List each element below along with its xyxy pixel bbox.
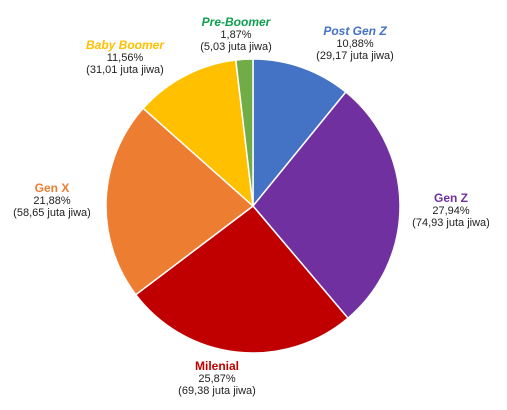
- slice-percent-post-gen-z: 10,88%: [336, 38, 374, 50]
- label-post-gen-z: Post Gen Z 10,88% (29,17 juta jiwa): [300, 24, 410, 62]
- slice-absolute-post-gen-z: (29,17 juta jiwa): [316, 50, 394, 62]
- slice-name-post-gen-z: Post Gen Z: [323, 24, 387, 38]
- slice-absolute-gen-z: (74,93 juta jiwa): [412, 217, 490, 229]
- label-milenial: Milenial 25,87% (69,38 juta jiwa): [162, 359, 272, 397]
- slice-name-gen-z: Gen Z: [433, 191, 468, 205]
- slice-percent-milenial: 25,87%: [198, 373, 236, 385]
- label-gen-x: Gen X 21,88% (58,65 juta jiwa): [2, 181, 102, 219]
- pie-slice-gen-x: [105, 107, 255, 296]
- slice-absolute-gen-x: (58,65 juta jiwa): [13, 207, 91, 219]
- slice-name-baby-boomer: Baby Boomer: [85, 38, 165, 52]
- slice-percent-pre-boomer: 1,87%: [220, 29, 252, 41]
- slice-absolute-milenial: (69,38 juta jiwa): [178, 385, 256, 397]
- slice-name-pre-boomer: Pre-Boomer: [201, 15, 271, 29]
- slice-percent-baby-boomer: 11,56%: [106, 52, 144, 64]
- pie-slice-pre-boomer: [234, 58, 254, 207]
- label-baby-boomer: Baby Boomer 11,56% (31,01 juta jiwa): [70, 38, 180, 76]
- slice-name-milenial: Milenial: [194, 359, 239, 373]
- slice-absolute-baby-boomer: (31,01 juta jiwa): [86, 64, 164, 76]
- slice-percent-gen-x: 21,88%: [33, 195, 71, 207]
- pie-slice-gen-z: [252, 90, 401, 320]
- slice-percent-gen-z: 27,94%: [432, 205, 470, 217]
- slice-name-gen-x: Gen X: [34, 181, 70, 195]
- label-pre-boomer: Pre-Boomer 1,87% (5,03 juta jiwa): [186, 15, 286, 53]
- pie-slice-baby-boomer: [142, 59, 254, 208]
- slice-absolute-pre-boomer: (5,03 juta jiwa): [200, 41, 272, 53]
- label-gen-z: Gen Z 27,94% (74,93 juta jiwa): [396, 191, 506, 229]
- pie-slice-milenial: [134, 204, 350, 354]
- pie-slice-post-gen-z: [252, 58, 347, 209]
